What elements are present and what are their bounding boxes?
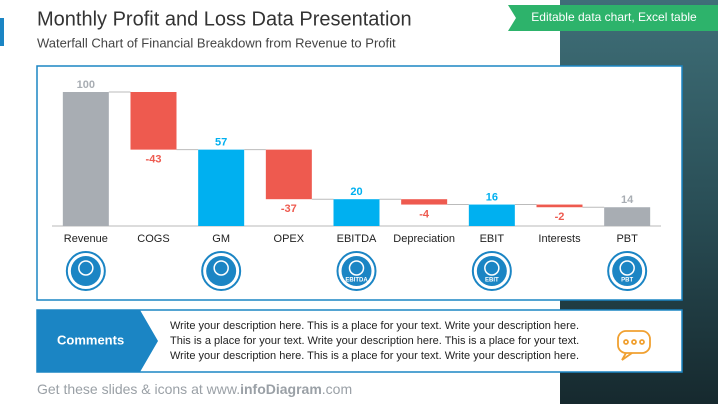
- comment-line: Write your description here. This is a p…: [170, 320, 579, 332]
- comments-chevron: [37, 310, 158, 372]
- icon-glyph: [213, 260, 229, 276]
- icon-glyph: [348, 260, 365, 276]
- footer-prefix: Get these slides & icons at www.: [37, 381, 240, 397]
- subtitle: Waterfall Chart of Financial Breakdown f…: [37, 35, 396, 50]
- bar: [536, 204, 583, 208]
- accent: [0, 18, 4, 46]
- bar: [468, 204, 515, 226]
- footer: Get these slides & icons at www.infoDiag…: [37, 381, 352, 397]
- x-tick-label: Interests: [538, 233, 581, 245]
- speech-icon: [617, 330, 651, 361]
- x-tick-label: PBT: [616, 233, 638, 245]
- icon-glyph: [484, 260, 500, 276]
- value-label: 57: [215, 137, 227, 149]
- x-tick-label: Depreciation: [393, 233, 455, 245]
- x-tick-label: GM: [212, 233, 230, 245]
- footer-brand: infoDiagram: [240, 381, 322, 397]
- value-label: 100: [77, 79, 95, 91]
- icon: [341, 256, 372, 286]
- value-label: -43: [146, 154, 162, 166]
- icon-label: EBIT: [485, 278, 499, 284]
- bar: [62, 92, 109, 226]
- x-tick-label: EBITDA: [337, 233, 377, 245]
- chart: 100 Revenue -43 COGS 57 GM -37 OPEX 20 EBITDA EBIT…: [52, 79, 661, 291]
- icon: [612, 256, 643, 286]
- value-label: 20: [350, 186, 362, 198]
- x-tick-label: Revenue: [64, 233, 108, 245]
- icon-glyph: [78, 260, 94, 276]
- icon-label: EBITDA: [345, 278, 368, 284]
- x-tick-label: COGS: [137, 233, 169, 245]
- comment-line: This is a place for your text. Write you…: [170, 335, 579, 347]
- bar: [401, 199, 448, 205]
- icon-glyph: [619, 260, 635, 276]
- icon: [476, 256, 507, 286]
- value-label: -4: [419, 208, 430, 220]
- bar: [265, 149, 312, 200]
- tag: Editable data chart, Excel table: [531, 10, 697, 24]
- bar: [198, 149, 245, 226]
- bar: [333, 199, 380, 226]
- bar: [604, 207, 651, 226]
- tag-bg: [508, 5, 718, 31]
- x-tick-label: EBIT: [480, 233, 505, 245]
- comments-label: Comments: [57, 332, 124, 347]
- value-label: 14: [621, 194, 634, 206]
- title: Monthly Profit and Loss Data Presentatio…: [37, 8, 412, 30]
- footer-suffix: .com: [322, 381, 352, 397]
- x-tick-label: OPEX: [274, 233, 305, 245]
- value-label: -2: [555, 211, 565, 223]
- comment-line: Write your description here. This is a p…: [170, 350, 579, 362]
- icon: [206, 256, 237, 286]
- value-label: 16: [486, 191, 498, 203]
- value-label: -37: [281, 203, 297, 215]
- icon-label: PBT: [621, 278, 633, 284]
- bar: [130, 92, 177, 150]
- icon: [70, 256, 101, 286]
